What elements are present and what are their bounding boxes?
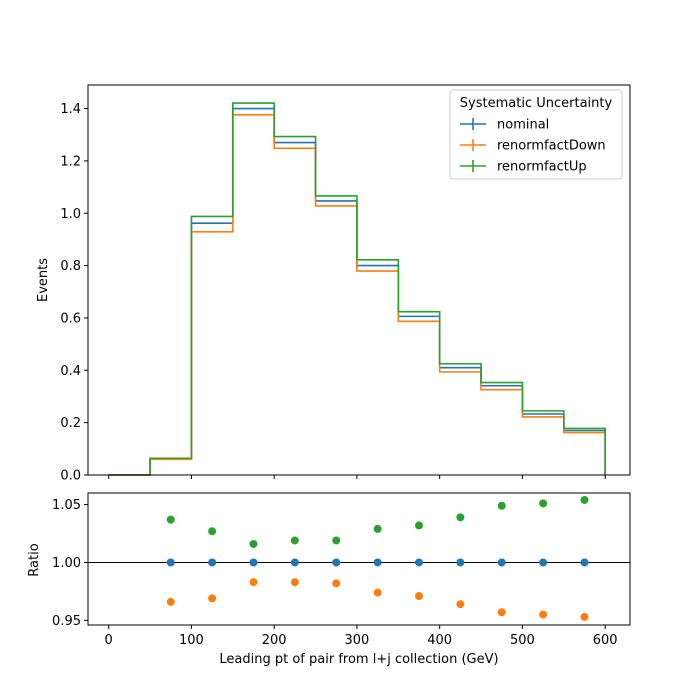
ratio-point-renormfactUp [456,513,465,522]
ratio-plot-frame [87,492,631,626]
ratio-point-renormfactUp [208,527,217,536]
ratio-point-renormfactDown [373,588,382,597]
x-tick-label: 200 [262,633,287,648]
ratio-point-nominal [373,558,382,567]
ratio-point-renormfactUp [290,536,299,545]
ratio-point-nominal [580,558,589,567]
y-tick-label: 0.0 [60,469,81,484]
ratio-x-axis-label: Leading pt of pair from l+j collection (… [219,652,498,667]
y-tick-label: 1.00 [52,556,81,571]
ratio-point-renormfactUp [332,536,341,545]
histogram-renormfactUp [108,102,606,476]
ratio-point-renormfactDown [539,610,548,619]
ratio-point-renormfactUp [166,515,175,524]
ratio-point-renormfactDown [208,594,217,603]
y-tick-label: 1.05 [52,498,81,513]
y-tick-label: 0.2 [60,416,81,431]
ratio-y-ticks: 0.95 1.00 1.05 [52,498,88,629]
main-y-ticks: 0.0 0.2 0.4 0.6 0.8 1.0 1.2 1.4 [60,102,88,484]
ratio-point-renormfactDown [290,578,299,587]
ratio-point-renormfactUp [539,499,548,508]
ratio-point-nominal [290,558,299,567]
ratio-point-renormfactUp [249,539,258,548]
ratio-point-nominal [414,558,423,567]
y-tick-label: 0.6 [60,311,81,326]
x-tick-label: 100 [179,633,204,648]
y-tick-label: 1.2 [60,154,81,169]
y-tick-label: 0.95 [52,614,81,629]
x-tick-label: 300 [345,633,370,648]
ratio-point-renormfactUp [373,524,382,533]
legend-box [449,89,623,180]
x-tick-label: 500 [510,633,535,648]
ratio-point-nominal [539,558,548,567]
legend-label-renormfactUp: renormfactUp [497,160,587,175]
ratio-point-renormfactDown [249,578,258,587]
ratio-point-renormfactUp [414,521,423,530]
ratio-point-renormfactUp [497,501,506,510]
ratio-point-renormfactDown [580,612,589,621]
ratio-point-nominal [249,558,258,567]
y-tick-label: 1.4 [60,102,81,117]
ratio-point-renormfactDown [166,597,175,606]
ratio-point-nominal [456,558,465,567]
ratio-point-nominal [332,558,341,567]
x-tick-label: 0 [105,633,113,648]
main-y-axis-label: Events [36,258,51,302]
ratio-x-ticks: 0 100 200 300 400 500 600 [105,625,618,648]
legend-label-renormfactDown: renormfactDown [497,139,606,154]
main-plot: 0.0 0.2 0.4 0.6 0.8 1.0 1.2 1.4 Events Systemat… [36,84,631,484]
ratio-point-nominal [497,558,506,567]
x-tick-label: 600 [593,633,618,648]
ratio-point-renormfactUp [580,495,589,504]
main-histograms [108,102,606,476]
ratio-point-renormfactDown [456,600,465,609]
ratio-point-renormfactDown [414,592,423,601]
main-plot-frame [87,84,631,476]
y-tick-label: 0.4 [60,364,81,379]
x-tick-label: 400 [427,633,452,648]
ratio-y-axis-label: Ratio [27,543,42,576]
ratio-points [166,495,589,621]
ratio-point-nominal [208,558,217,567]
legend-title: Systematic Uncertainty [460,96,613,111]
legend-entries: nominal renormfactDown renormfactUp [460,118,606,175]
y-tick-label: 1.0 [60,207,81,222]
ratio-point-nominal [166,558,175,567]
y-tick-label: 0.8 [60,259,81,274]
main-x-ticks [108,475,606,479]
ratio-plot: 0.95 1.00 1.05 0 100 200 300 400 500 600 Ratio L… [27,492,631,667]
legend-label-nominal: nominal [497,118,549,133]
ratio-point-renormfactDown [332,579,341,588]
legend: Systematic Uncertainty nominal renormfact… [449,89,623,180]
ratio-point-renormfactDown [497,608,506,617]
